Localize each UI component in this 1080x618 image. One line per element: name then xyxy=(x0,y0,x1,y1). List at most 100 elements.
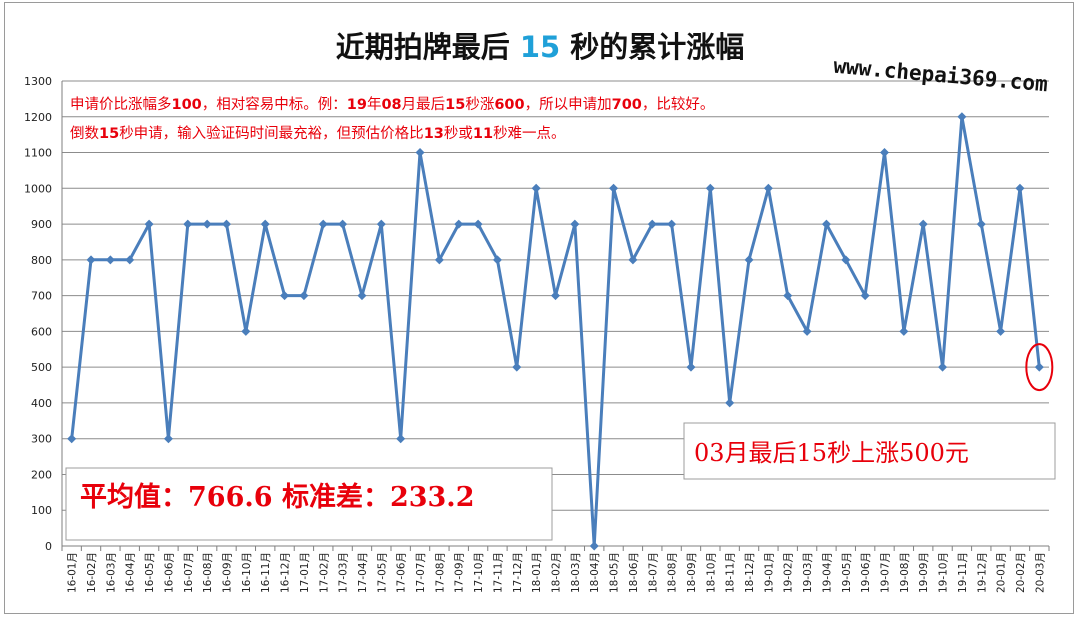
note-segment: 15 xyxy=(445,97,465,113)
y-tick-label: 400 xyxy=(31,397,52,410)
data-point xyxy=(821,219,831,229)
x-tick-label: 16-04月 xyxy=(125,552,137,593)
x-tick-label: 17-07月 xyxy=(415,552,427,593)
x-tick-label: 17-01月 xyxy=(299,552,311,593)
data-point xyxy=(686,362,696,372)
data-point xyxy=(1034,362,1044,372)
title-number: 15 xyxy=(520,30,560,64)
data-point xyxy=(338,219,348,229)
data-point xyxy=(725,398,735,408)
note-segment: 100 xyxy=(172,97,202,113)
data-point xyxy=(899,326,909,336)
x-tick-label: 16-07月 xyxy=(183,552,195,593)
x-tick-label: 18-01月 xyxy=(531,552,543,593)
data-point xyxy=(763,183,773,193)
x-tick-label: 18-06月 xyxy=(628,552,640,593)
data-point xyxy=(299,291,309,301)
x-tick-label: 17-06月 xyxy=(396,552,408,593)
note-segment: 秒或 xyxy=(444,125,473,142)
note-segment: ，所以申请加 xyxy=(525,96,612,113)
data-point xyxy=(67,434,77,444)
data-point xyxy=(376,219,386,229)
data-point xyxy=(434,255,444,265)
data-point xyxy=(318,219,328,229)
x-tick-label: 18-07月 xyxy=(647,552,659,593)
data-point xyxy=(183,219,193,229)
x-tick-label: 19-03月 xyxy=(802,552,814,593)
x-tick-label: 17-08月 xyxy=(434,552,446,593)
x-tick-label: 19-09月 xyxy=(918,552,930,593)
x-tick-label: 18-10月 xyxy=(705,552,717,593)
data-point xyxy=(86,255,96,265)
note-segment: 倒数 xyxy=(70,125,99,142)
data-point xyxy=(744,255,754,265)
data-point xyxy=(647,219,657,229)
y-tick-label: 700 xyxy=(31,290,52,303)
x-tick-label: 16-05月 xyxy=(144,552,156,593)
x-tick-label: 16-02月 xyxy=(86,552,98,593)
data-point xyxy=(705,183,715,193)
x-tick-label: 16-01月 xyxy=(67,552,79,593)
y-tick-label: 1000 xyxy=(24,182,52,195)
x-tick-label: 16-11月 xyxy=(260,552,272,593)
x-tick-label: 18-08月 xyxy=(667,552,679,593)
note-segment: 月最后 xyxy=(402,96,446,113)
data-point xyxy=(570,219,580,229)
x-tick-label: 18-02月 xyxy=(551,552,563,593)
note-segment: ，比较好。 xyxy=(642,95,715,113)
note-segment: 08 xyxy=(381,97,401,113)
y-tick-label: 300 xyxy=(31,433,52,446)
x-tick-label: 16-08月 xyxy=(202,552,214,593)
note-segment: 13 xyxy=(424,126,444,142)
note-segment: 19 xyxy=(347,97,367,113)
y-tick-label: 600 xyxy=(31,325,52,338)
x-tick-label: 17-10月 xyxy=(473,552,485,593)
y-tick-label: 100 xyxy=(31,504,52,517)
data-point xyxy=(1015,183,1025,193)
data-point xyxy=(454,219,464,229)
x-tick-label: 17-12月 xyxy=(512,552,524,593)
data-point xyxy=(531,183,541,193)
stats-box xyxy=(65,467,553,541)
note-segment: 700 xyxy=(612,97,642,113)
x-tick-label: 17-04月 xyxy=(357,552,369,593)
callout-text: 03月最后15秒上涨500元 xyxy=(694,439,969,467)
data-point xyxy=(512,362,522,372)
x-tick-label: 17-09月 xyxy=(454,552,466,593)
data-point xyxy=(551,291,560,301)
data-point xyxy=(492,255,502,265)
data-point xyxy=(260,219,270,229)
x-tick-label: 19-08月 xyxy=(899,552,911,593)
data-point xyxy=(957,112,967,122)
x-tick-label: 17-02月 xyxy=(318,552,330,593)
x-tick-label: 19-12月 xyxy=(976,552,988,593)
x-tick-label: 19-11月 xyxy=(957,552,969,593)
data-point xyxy=(357,291,367,301)
y-tick-label: 800 xyxy=(31,254,52,267)
x-tick-label: 19-02月 xyxy=(783,552,795,593)
x-tick-label: 18-04月 xyxy=(589,552,601,593)
data-point xyxy=(125,255,135,265)
note-segment: 秒涨 xyxy=(465,96,494,113)
x-tick-label: 18-03月 xyxy=(570,552,582,593)
y-tick-label: 500 xyxy=(31,361,52,374)
note-line: 申请价比涨幅多100，相对容易中标。例：19年08月最后15秒涨600，所以申请… xyxy=(70,95,714,113)
data-point xyxy=(880,148,889,158)
x-tick-label: 19-01月 xyxy=(763,552,775,593)
data-point xyxy=(628,255,638,265)
data-point xyxy=(918,219,928,229)
data-point xyxy=(222,219,231,229)
x-tick-label: 20-02月 xyxy=(1015,552,1027,593)
data-point xyxy=(589,541,599,551)
x-tick-label: 16-09月 xyxy=(222,552,234,593)
data-point xyxy=(280,291,290,301)
data-point xyxy=(860,291,870,301)
note-segment: 年 xyxy=(367,96,382,113)
note-segment: 秒申请，输入验证码时间最充裕，但预估价格比 xyxy=(119,125,424,142)
data-point xyxy=(163,434,173,444)
highlight-circle xyxy=(1025,343,1054,392)
y-tick-label: 0 xyxy=(45,540,52,553)
note-segment: 15 xyxy=(99,126,119,142)
x-tick-label: 19-07月 xyxy=(880,552,892,593)
